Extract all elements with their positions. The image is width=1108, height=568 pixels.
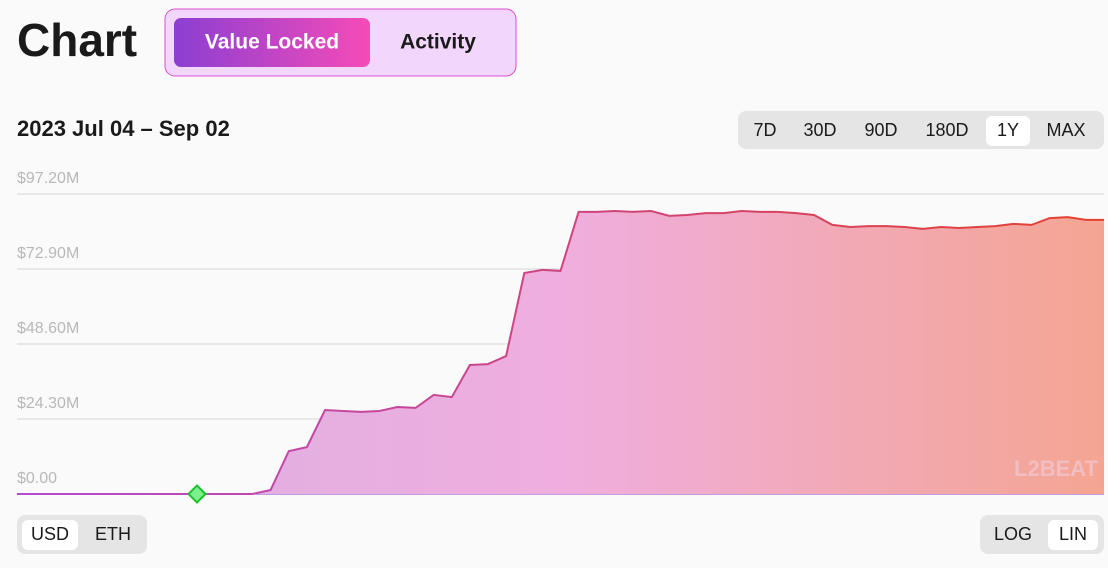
button[interactable]: LOG — [994, 524, 1032, 544]
tab[interactable]: Activity — [400, 31, 476, 54]
area — [17, 211, 1104, 494]
button[interactable]: 1Y — [997, 120, 1019, 140]
y-tick-label: $48.60M — [17, 320, 79, 337]
button[interactable]: MAX — [1046, 120, 1085, 140]
button[interactable]: 7D — [753, 120, 776, 140]
y-tick-label: $0.00 — [17, 470, 57, 487]
event-marker — [187, 484, 207, 504]
y-tick-label: $24.30M — [17, 395, 79, 412]
button[interactable]: 90D — [864, 120, 897, 140]
y-tick-label: $97.20M — [17, 170, 79, 187]
button[interactable]: USD — [31, 524, 69, 544]
button-active-bg — [1048, 520, 1098, 550]
button[interactable]: ETH — [95, 524, 131, 544]
tab-active-bg — [174, 18, 370, 67]
tab[interactable]: Value Locked — [205, 31, 339, 54]
y-tick-label: $72.90M — [17, 245, 79, 262]
page-title: Chart — [17, 14, 137, 66]
button-active-bg — [22, 520, 78, 550]
button[interactable]: 30D — [803, 120, 836, 140]
button[interactable]: LIN — [1059, 524, 1087, 544]
button-active-bg — [986, 116, 1030, 146]
watermark: L2BEAT — [1014, 456, 1098, 481]
button[interactable]: 180D — [925, 120, 968, 140]
date-range: 2023 Jul 04 – Sep 02 — [17, 116, 230, 141]
